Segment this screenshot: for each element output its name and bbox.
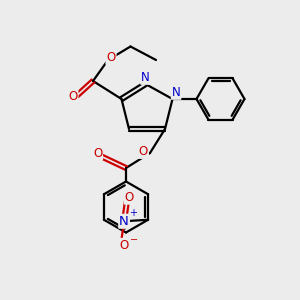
Text: N: N bbox=[119, 215, 129, 228]
Text: O: O bbox=[119, 239, 129, 252]
Text: O: O bbox=[93, 146, 102, 160]
Text: O: O bbox=[139, 145, 148, 158]
Text: O: O bbox=[106, 51, 116, 64]
Text: O: O bbox=[125, 191, 134, 204]
Text: N: N bbox=[172, 86, 181, 99]
Text: O: O bbox=[68, 89, 77, 103]
Text: +: + bbox=[129, 208, 137, 218]
Text: N: N bbox=[141, 71, 150, 84]
Text: −: − bbox=[130, 235, 138, 245]
